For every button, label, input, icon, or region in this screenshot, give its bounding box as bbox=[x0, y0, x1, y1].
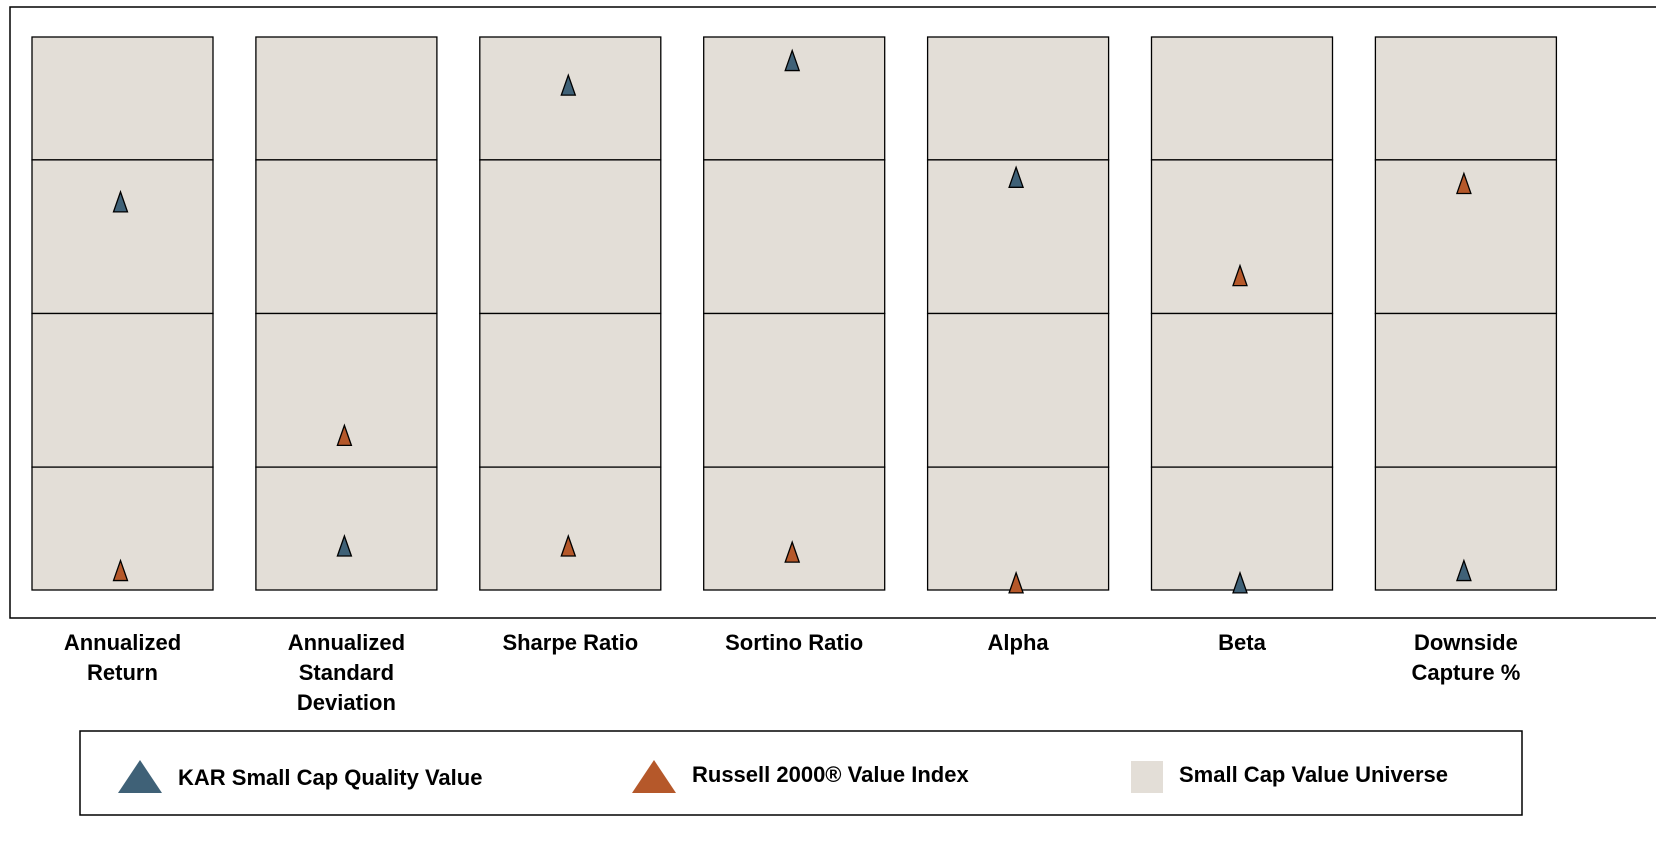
x-tick-label: Downside Capture % bbox=[1411, 630, 1521, 685]
range-box bbox=[1374, 36, 1558, 161]
legend-swatch bbox=[118, 760, 162, 793]
range-box bbox=[926, 36, 1110, 161]
marker bbox=[1455, 171, 1472, 195]
marker bbox=[336, 534, 353, 557]
range-box bbox=[1150, 159, 1334, 315]
legend-label: KAR Small Cap Quality Value bbox=[178, 765, 482, 790]
x-tick-label: Sharpe Ratio bbox=[502, 630, 639, 655]
range-box bbox=[1150, 36, 1334, 161]
range-box bbox=[31, 312, 214, 468]
marker bbox=[784, 48, 801, 72]
range-box bbox=[703, 466, 886, 591]
range-box bbox=[479, 312, 662, 468]
x-tick-label: Beta bbox=[1218, 630, 1266, 655]
range-box bbox=[479, 36, 662, 161]
marker bbox=[1008, 570, 1025, 594]
range-box bbox=[926, 312, 1110, 468]
legend-swatch bbox=[632, 760, 676, 793]
x-tick-label: Annualized Return bbox=[63, 630, 182, 685]
range-box bbox=[31, 159, 214, 315]
legend-swatch bbox=[1131, 761, 1163, 793]
range-box bbox=[479, 159, 662, 315]
plot-frame bbox=[9, 6, 1656, 619]
marker bbox=[112, 558, 129, 582]
range-box bbox=[255, 36, 438, 161]
range-box bbox=[479, 466, 662, 591]
range-box bbox=[1374, 312, 1558, 468]
marker bbox=[112, 189, 129, 213]
marker bbox=[1232, 570, 1248, 594]
legend-label: Small Cap Value Universe bbox=[1179, 762, 1448, 787]
legend-frame bbox=[79, 730, 1523, 816]
marker bbox=[1232, 263, 1248, 287]
range-box bbox=[926, 466, 1110, 591]
range-box bbox=[1150, 312, 1334, 468]
marker bbox=[784, 540, 801, 563]
marker bbox=[1455, 558, 1472, 582]
marker bbox=[336, 423, 353, 447]
range-box bbox=[1150, 466, 1334, 591]
x-tick-label: Annualized Standard Deviation bbox=[287, 630, 406, 715]
range-box bbox=[703, 312, 886, 468]
marker bbox=[1008, 165, 1025, 188]
range-box bbox=[255, 466, 438, 591]
range-box bbox=[255, 159, 438, 315]
marker bbox=[560, 73, 577, 96]
legend-label: Russell 2000® Value Index bbox=[692, 762, 969, 787]
range-box bbox=[703, 159, 886, 315]
marker bbox=[560, 534, 577, 557]
x-tick-label: Alpha bbox=[987, 630, 1049, 655]
x-tick-label: Sortino Ratio bbox=[725, 630, 864, 655]
range-box bbox=[31, 36, 214, 161]
